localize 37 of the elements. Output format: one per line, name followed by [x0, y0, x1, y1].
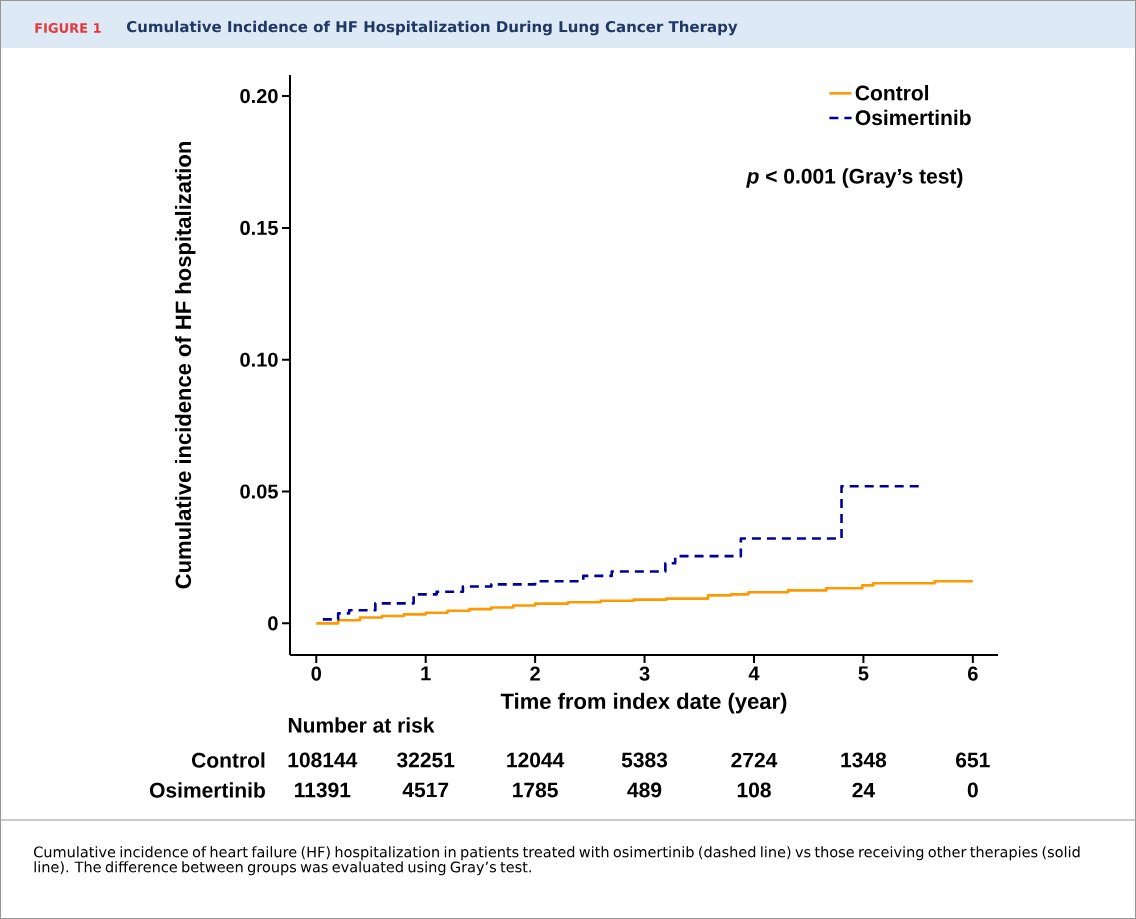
text: 489: [627, 782, 662, 798]
text: 1348: [841, 752, 887, 768]
y-tick-label: 0: [268, 616, 278, 631]
x-tick-label: 1: [421, 666, 431, 681]
text: 4517: [402, 782, 449, 798]
y-axis-title: Cumulative incidence of HF hospitalization: [174, 142, 196, 589]
x-axis-title: Time from index date (year): [500, 692, 787, 714]
text: Control: [192, 752, 265, 768]
legend-label: Osimertinib: [855, 109, 971, 126]
y-tick-label: 0.10: [240, 352, 278, 367]
y-tick-label: 0.20: [240, 89, 278, 104]
text: 5383: [621, 752, 668, 768]
text: 1785: [513, 782, 558, 798]
annotation: p < 0.001 (Gray’s test): [746, 168, 963, 188]
text: 11391: [295, 782, 351, 798]
text: 651: [956, 752, 990, 768]
text: 32251: [396, 752, 455, 768]
legend-label: Control: [855, 85, 929, 101]
text: 12044: [507, 752, 565, 768]
x-tick-label: 2: [530, 666, 540, 681]
text: 2724: [731, 752, 778, 768]
x-tick-label: 3: [639, 666, 650, 681]
x-tick-label: 0: [311, 666, 322, 681]
text: 108: [737, 782, 771, 798]
text: 108144: [288, 752, 358, 768]
text: Cumulative incidence of heart failure (HF) hospitalization in patients treated with osimertinib (dashed line) vs those receiving other therapies (solid line). The difference between groups was evaluated using Gray’s test.: [34, 846, 1080, 876]
y-tick-label: 0.05: [240, 484, 278, 499]
text: Number at risk: [288, 717, 435, 733]
text: Osimertinib: [149, 782, 265, 798]
x-tick-label: 6: [968, 666, 978, 681]
text: 24: [852, 782, 875, 798]
x-tick-label: 4: [748, 666, 760, 681]
y-tick-label: 0.15: [240, 220, 278, 235]
chart-subtitle: Cumulative Incidence of HF Hospitalization During Lung Cancer Therapy: [126, 20, 738, 36]
text: 0: [967, 782, 978, 798]
text: FIGURE 1: [35, 23, 101, 33]
x-tick-label: 5: [858, 666, 869, 681]
